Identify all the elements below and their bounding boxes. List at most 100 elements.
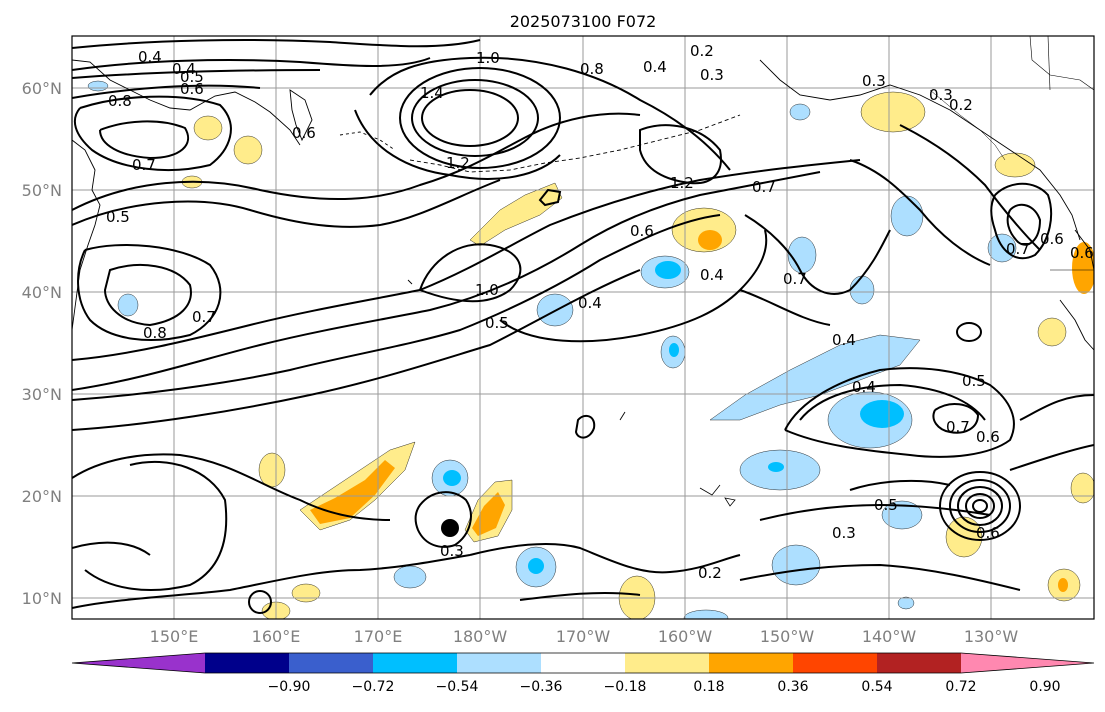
positive-anomaly xyxy=(258,452,286,488)
contour-label: 0.6 xyxy=(630,222,654,240)
longitude-label: 180°W xyxy=(453,627,508,646)
colorbar-segment xyxy=(457,653,542,673)
contour-label: 0.6 xyxy=(1040,230,1064,248)
positive-anomaly xyxy=(469,182,563,247)
negative-anomaly xyxy=(87,80,109,92)
contour-label: 0.5 xyxy=(485,314,509,332)
positive-anomaly xyxy=(994,152,1036,178)
colorbar-segment xyxy=(373,653,458,673)
positive-anomaly-strong xyxy=(1058,578,1068,592)
colorbar-extend-high xyxy=(961,653,1094,673)
colorbar-label: 0.72 xyxy=(945,679,976,695)
negative-anomaly-strong xyxy=(528,558,544,574)
negative-anomaly xyxy=(393,565,427,589)
colorbar-segment xyxy=(205,653,290,673)
positive-anomaly xyxy=(291,583,321,603)
map-frame xyxy=(71,35,1095,620)
longitude-label: 170°E xyxy=(354,627,403,646)
colorbar-label: 0.90 xyxy=(1029,679,1060,695)
negative-anomaly xyxy=(987,233,1017,263)
contour-label: 0.7 xyxy=(752,178,776,196)
contour-label: 0.4 xyxy=(700,266,724,284)
negative-anomaly xyxy=(890,195,924,237)
map-title: 2025073100 F072 xyxy=(510,12,657,31)
contour-label: 1.0 xyxy=(476,49,500,67)
negative-anomaly xyxy=(117,293,139,317)
colorbar-label: −0.18 xyxy=(604,679,647,695)
colorbar: −0.90 −0.72 −0.54 −0.36 −0.18 0.18 0.36 … xyxy=(71,652,1095,695)
positive-anomaly-strong xyxy=(310,460,395,524)
contour-label: 0.7 xyxy=(783,270,807,288)
longitude-label: 150°E xyxy=(150,627,199,646)
anomaly-shading xyxy=(87,80,1094,619)
contour-label: 0.7 xyxy=(192,308,216,326)
negative-anomaly xyxy=(709,334,921,421)
colorbar-label: 0.36 xyxy=(777,679,808,695)
contour-label: 0.2 xyxy=(698,564,722,582)
contour-label: 0.8 xyxy=(108,92,132,110)
negative-anomaly-strong xyxy=(860,400,904,428)
negative-anomaly-strong xyxy=(443,470,461,486)
contour-lines xyxy=(72,39,1094,614)
contour-label: 0.5 xyxy=(874,496,898,514)
longitude-label: 170°W xyxy=(556,627,611,646)
coastlines xyxy=(72,36,1094,507)
negative-anomaly xyxy=(787,236,817,274)
contour-label: 0.5 xyxy=(962,372,986,390)
colorbar-label: −0.90 xyxy=(268,679,311,695)
colorbar-label: −0.54 xyxy=(436,679,479,695)
positive-anomaly xyxy=(860,91,926,133)
colorbar-segment xyxy=(625,653,710,673)
contour-label: 0.7 xyxy=(946,418,970,436)
longitude-label: 160°W xyxy=(658,627,713,646)
contour-label: 0.4 xyxy=(643,58,667,76)
positive-anomaly-strong xyxy=(698,230,722,250)
latitude-label: 20°N xyxy=(22,487,62,506)
colorbar-segments xyxy=(71,652,1095,674)
contour-label: 0.4 xyxy=(138,48,162,66)
contour-label: 0.6 xyxy=(1070,244,1094,262)
contour-label: 0.4 xyxy=(832,331,856,349)
colorbar-label: −0.36 xyxy=(520,679,563,695)
positive-anomaly xyxy=(233,135,263,165)
colorbar-label: 0.54 xyxy=(861,679,892,695)
contour-label: 0.8 xyxy=(580,60,604,78)
colorbar-label: 0.18 xyxy=(693,679,724,695)
contour-label: 0.3 xyxy=(700,66,724,84)
negative-anomaly xyxy=(789,103,811,121)
gridlines xyxy=(72,36,1094,619)
longitude-label: 130°W xyxy=(964,627,1019,646)
positive-anomaly-strong xyxy=(1072,242,1094,294)
contour-label: 1.2 xyxy=(670,174,694,192)
contour-label: 0.6 xyxy=(976,428,1000,446)
contour-label: 1.4 xyxy=(420,84,444,102)
longitude-label: 160°E xyxy=(252,627,301,646)
positive-anomaly xyxy=(1070,472,1094,504)
contour-label: 0.8 xyxy=(143,324,167,342)
longitude-label: 150°W xyxy=(760,627,815,646)
colorbar-segment xyxy=(793,653,878,673)
contour-label: 0.3 xyxy=(862,72,886,90)
latitude-label: 40°N xyxy=(22,283,62,302)
contour-label: 0.6 xyxy=(976,524,1000,542)
contour-label: 0.3 xyxy=(929,86,953,104)
contour-label: 0.6 xyxy=(292,124,316,142)
colorbar-segment xyxy=(541,653,626,673)
contour-label: 0.2 xyxy=(949,96,973,114)
contour-label: 1.2 xyxy=(446,154,470,172)
contour-label: 0.2 xyxy=(690,42,714,60)
negative-anomaly xyxy=(881,500,923,530)
contour-label: 0.4 xyxy=(172,60,196,78)
contour-label: 0.3 xyxy=(440,542,464,560)
contour-label: 0.3 xyxy=(832,524,856,542)
map-plot-area: 0.4 0.4 0.5 0.6 0.8 1.0 0.8 0.4 0.3 0.2 … xyxy=(72,36,1094,619)
x-axis-labels: 150°E 160°E 170°E 180°W 170°W 160°W 150°… xyxy=(150,627,1019,646)
y-axis-labels: 60°N 50°N 40°N 30°N 20°N 10°N xyxy=(22,79,62,608)
negative-anomaly-strong xyxy=(768,462,784,472)
positive-anomaly xyxy=(1037,317,1067,347)
colorbar-segment xyxy=(877,653,962,673)
contour-label: 0.4 xyxy=(852,378,876,396)
colorbar-segment xyxy=(289,653,374,673)
positive-anomaly xyxy=(193,115,223,141)
